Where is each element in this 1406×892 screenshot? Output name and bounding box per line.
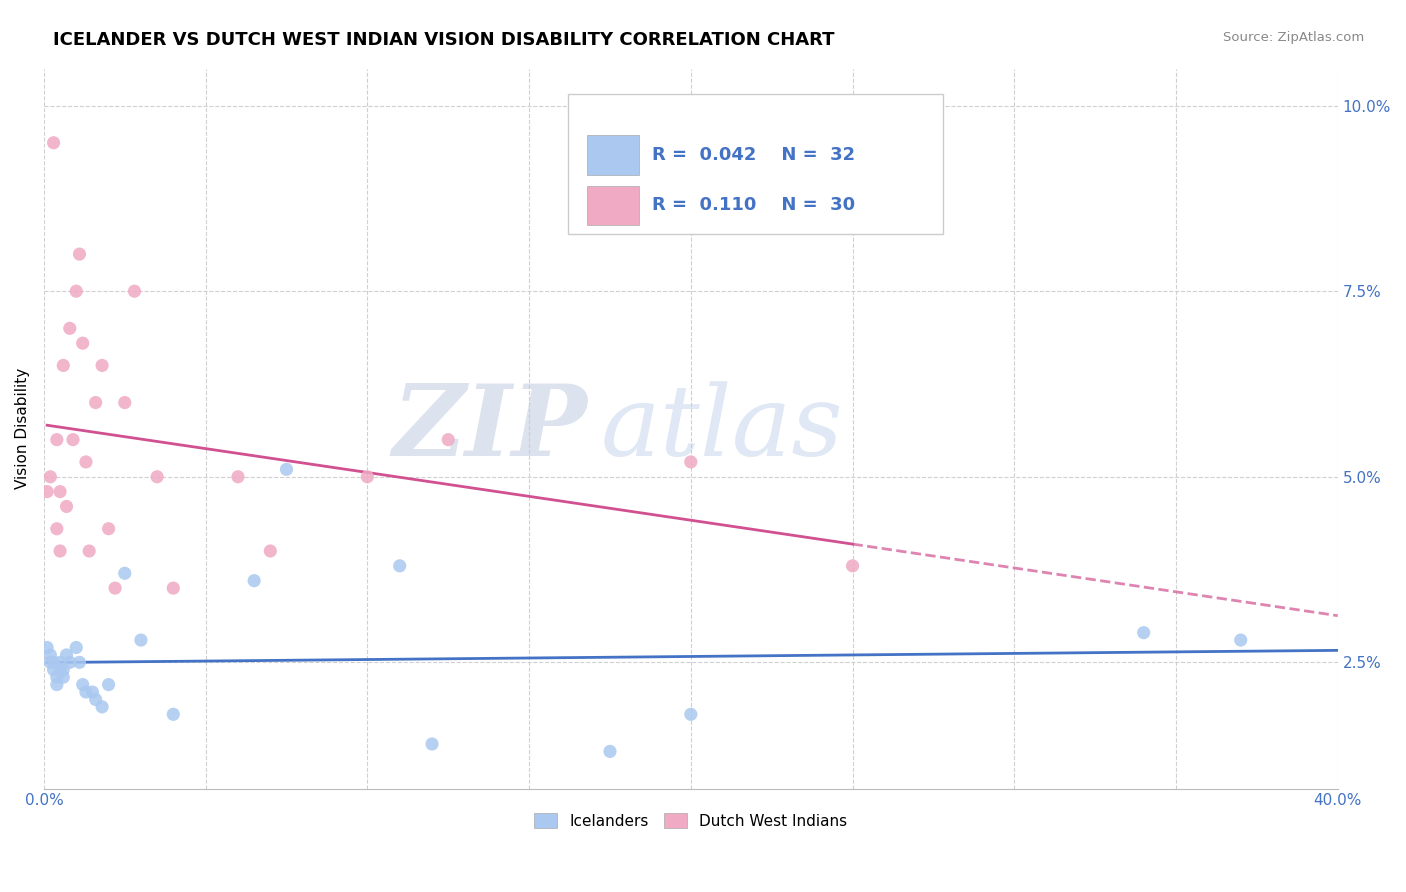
Text: Source: ZipAtlas.com: Source: ZipAtlas.com	[1223, 31, 1364, 45]
Point	[77, 544, 100, 558]
Point	[49, 544, 72, 558]
Point	[97, 522, 120, 536]
Point	[42, 136, 65, 150]
Point	[49, 656, 72, 670]
Point	[599, 744, 621, 758]
Point	[243, 574, 266, 588]
Point	[65, 284, 87, 298]
Point	[91, 359, 114, 373]
Text: atlas: atlas	[600, 381, 844, 476]
Point	[45, 522, 67, 536]
Point	[59, 656, 82, 670]
FancyBboxPatch shape	[588, 135, 640, 175]
Point	[69, 656, 91, 670]
Point	[49, 484, 72, 499]
Point	[49, 663, 72, 677]
Point	[45, 670, 67, 684]
Point	[114, 566, 136, 581]
Point	[226, 469, 249, 483]
Point	[72, 336, 94, 351]
Point	[82, 685, 104, 699]
Point	[129, 633, 152, 648]
Point	[75, 455, 97, 469]
Point	[356, 469, 378, 483]
Point	[1229, 633, 1251, 648]
Point	[420, 737, 443, 751]
Point	[84, 692, 107, 706]
Text: R =  0.110    N =  30: R = 0.110 N = 30	[652, 196, 855, 214]
Point	[62, 433, 84, 447]
Y-axis label: Vision Disability: Vision Disability	[15, 368, 30, 489]
Point	[104, 581, 127, 595]
Point	[146, 469, 169, 483]
Point	[69, 247, 91, 261]
Point	[45, 433, 67, 447]
Point	[39, 648, 62, 662]
Point	[45, 677, 67, 691]
Point	[72, 677, 94, 691]
Point	[276, 462, 298, 476]
Point	[65, 640, 87, 655]
Legend: Icelanders, Dutch West Indians: Icelanders, Dutch West Indians	[529, 806, 853, 835]
Point	[84, 395, 107, 409]
Point	[124, 284, 146, 298]
Point	[42, 663, 65, 677]
Point	[37, 484, 59, 499]
Point	[59, 321, 82, 335]
Point	[37, 640, 59, 655]
Point	[52, 359, 75, 373]
Point	[39, 469, 62, 483]
Point	[259, 544, 281, 558]
Point	[55, 648, 77, 662]
Point	[679, 707, 702, 722]
Point	[679, 455, 702, 469]
Point	[52, 670, 75, 684]
Point	[388, 558, 411, 573]
Point	[97, 677, 120, 691]
Point	[55, 500, 77, 514]
Point	[75, 685, 97, 699]
Point	[162, 707, 184, 722]
FancyBboxPatch shape	[588, 186, 640, 225]
Point	[162, 581, 184, 595]
Point	[42, 656, 65, 670]
Text: R =  0.042    N =  32: R = 0.042 N = 32	[652, 146, 855, 164]
Point	[91, 699, 114, 714]
Point	[114, 395, 136, 409]
Point	[1132, 625, 1154, 640]
Text: ZIP: ZIP	[392, 380, 588, 476]
Text: ICELANDER VS DUTCH WEST INDIAN VISION DISABILITY CORRELATION CHART: ICELANDER VS DUTCH WEST INDIAN VISION DI…	[53, 31, 835, 49]
Point	[39, 656, 62, 670]
Point	[52, 663, 75, 677]
Point	[437, 433, 460, 447]
Point	[841, 558, 863, 573]
FancyBboxPatch shape	[568, 94, 943, 234]
